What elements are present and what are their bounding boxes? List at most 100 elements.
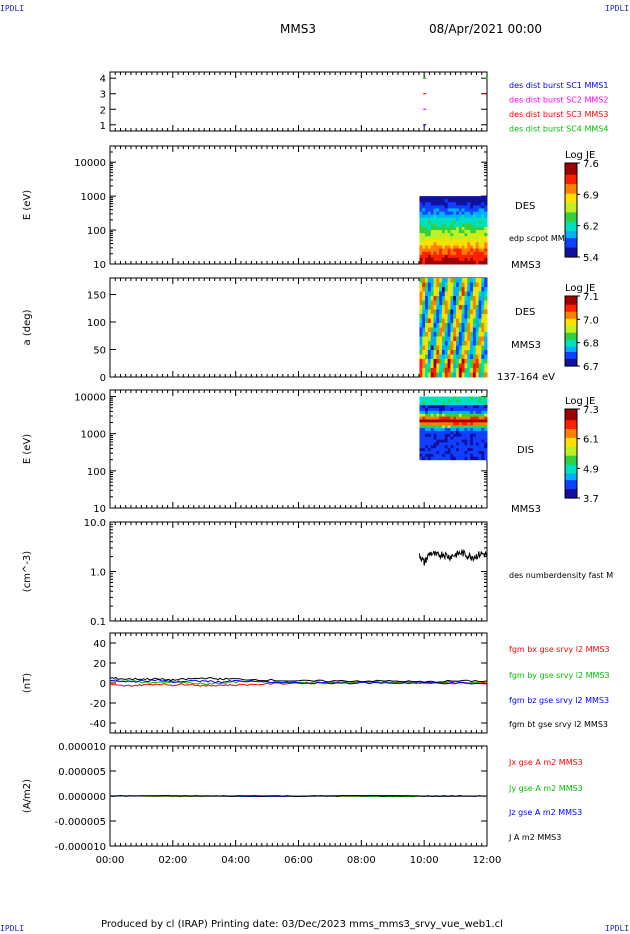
heatmap-cell [447, 254, 451, 259]
heatmap-cell [425, 282, 429, 288]
heatmap-cell [419, 214, 423, 219]
heatmap-cell [453, 428, 457, 432]
heatmap-cell [425, 202, 429, 206]
heatmap-cell [481, 341, 485, 346]
heatmap-cell [450, 217, 454, 222]
heatmap-cell [422, 305, 426, 310]
heatmap-cell [481, 202, 485, 206]
colorbar-cell [565, 437, 577, 441]
heatmap-cell [450, 453, 454, 458]
heatmap-cell [453, 363, 457, 369]
colorbar-cell [565, 415, 577, 419]
heatmap-cell [430, 451, 435, 455]
y-tick-label: 10 [93, 504, 106, 515]
heatmap-cell [439, 291, 443, 297]
heatmap-cell [456, 396, 460, 400]
heatmap-cell [484, 278, 488, 283]
heatmap-cell [470, 336, 474, 342]
heatmap-cell [464, 282, 468, 288]
heatmap-cell [461, 242, 465, 246]
heatmap-cell [467, 354, 471, 360]
heatmap-cell [461, 260, 465, 265]
heatmap-cell [450, 350, 454, 355]
heatmap-cell [419, 205, 423, 209]
heatmap-cell [458, 359, 463, 364]
heatmap-cell [481, 368, 485, 373]
heatmap-cell [436, 309, 440, 315]
heatmap-cell [453, 300, 457, 306]
panel-7: -0.000010-0.0000050.0000000.0000050.0000… [22, 742, 583, 866]
colorbar-cell [565, 306, 577, 309]
heatmap-cell [464, 332, 468, 337]
heatmap-cell [456, 354, 460, 360]
heatmap-cell [425, 291, 429, 297]
heatmap-cell [458, 396, 463, 400]
heatmap-cell [481, 451, 485, 455]
heatmap-cell [456, 433, 460, 438]
heatmap-cell [430, 318, 435, 324]
heatmap-cell [450, 245, 454, 250]
heatmap-cell [436, 445, 440, 449]
heatmap-cell [478, 332, 482, 337]
colorbar-tick-label: 7.0 [583, 315, 599, 326]
heatmap-cell [472, 309, 477, 315]
heatmap-cell [481, 439, 485, 443]
heatmap-cell [419, 451, 423, 455]
heatmap-cell [470, 236, 474, 240]
heatmap-cell [439, 368, 443, 373]
heatmap-cell [419, 217, 423, 222]
heatmap-cell [444, 345, 449, 351]
heatmap-cell [464, 419, 468, 423]
heatmap-cell [441, 433, 446, 438]
heatmap-cell [484, 350, 488, 355]
heatmap-cell [464, 318, 468, 324]
heatmap-cell [458, 242, 463, 246]
colorbar-cell [565, 320, 577, 323]
heatmap-cell [461, 396, 465, 400]
heatmap-cell [461, 309, 465, 315]
heatmap-cell [441, 368, 446, 373]
heatmap-cell [478, 445, 482, 449]
colorbar-cell [565, 174, 577, 178]
heatmap-cell [467, 199, 471, 203]
heatmap-cell [478, 202, 482, 206]
heatmap-cell [422, 332, 426, 337]
heatmap-cell [433, 211, 437, 216]
heatmap-cell [439, 439, 443, 443]
heatmap-cell [461, 368, 465, 373]
heatmap-cell [422, 223, 426, 228]
heatmap-cell [444, 260, 449, 265]
heatmap-cell [458, 278, 463, 283]
heatmap-cell [470, 211, 474, 216]
heatmap-cell [433, 226, 437, 231]
heatmap-cell [470, 372, 474, 378]
heatmap-cell [447, 226, 451, 231]
heatmap-cell [467, 430, 471, 435]
heatmap-cell [478, 372, 482, 378]
heatmap-cell [472, 291, 477, 297]
heatmap-cell [450, 419, 454, 423]
heatmap-cell [422, 205, 426, 209]
heatmap-cell [441, 408, 446, 412]
series-line [109, 794, 488, 798]
heatmap-cell [444, 202, 449, 206]
heatmap-cell [461, 416, 465, 420]
heatmap-cell [430, 214, 435, 219]
heatmap-cell [467, 236, 471, 240]
heatmap-cell [433, 282, 437, 288]
x-tick-label: 08:00 [347, 855, 376, 866]
heatmap-cell [475, 341, 480, 346]
colorbar-cell [565, 484, 577, 488]
heatmap-cell [481, 245, 485, 250]
colorbar-cell [565, 489, 577, 492]
heatmap-cell [453, 245, 457, 250]
heatmap-cell [481, 242, 485, 246]
heatmap-cell [427, 309, 432, 315]
colorbar-title: Log JE [565, 283, 595, 294]
heatmap-cell [427, 300, 432, 306]
heatmap-cell [464, 327, 468, 333]
heatmap-cell [472, 396, 477, 400]
x-tick-label: 06:00 [284, 855, 313, 866]
colorbar-cell [565, 224, 577, 228]
